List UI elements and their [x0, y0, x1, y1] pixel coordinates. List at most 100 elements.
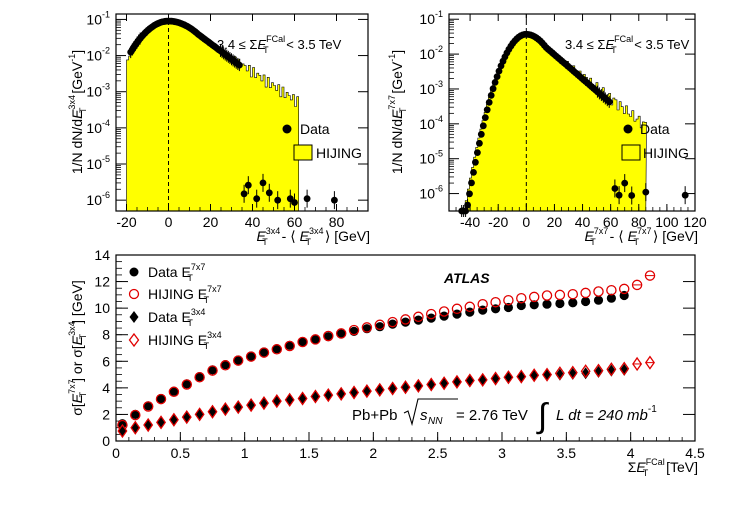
filled-diamond-point [182, 410, 191, 423]
data-point [466, 190, 473, 198]
collision-system-label: Pb+Pb [352, 407, 397, 424]
open-circle-point [631, 279, 643, 291]
top-left-legend-data-label: Data [300, 121, 330, 137]
filled-circle-point [233, 355, 243, 365]
open-diamond-point [490, 371, 501, 386]
data-point [489, 85, 497, 93]
open-circle-point [361, 322, 373, 333]
top-right-fcal-annotation: 3.4 ≤ ΣEFCal T < 3.5 TeV [565, 34, 690, 55]
open-circle-point [130, 409, 141, 421]
data-point [481, 114, 489, 121]
open-circle-point [438, 306, 450, 317]
data-point [621, 179, 629, 187]
data-point [265, 189, 273, 197]
filled-diamond-point [388, 381, 397, 394]
data-point [479, 122, 487, 130]
filled-diamond-point [568, 367, 577, 380]
bottom-legend-data-3x4-marker [129, 311, 139, 323]
x-tick-label: 60 [603, 214, 619, 230]
filled-diamond-point [491, 373, 500, 386]
top-right-legend-data-label: Data [640, 121, 670, 137]
data-point [472, 158, 479, 166]
data-point [493, 73, 501, 80]
filled-diamond-point [298, 391, 307, 404]
y-tick-label: 10 [94, 300, 110, 316]
x-tick-label: 3 [498, 445, 506, 461]
top-right-x-axis-label: E7x7 T - ⟨ E7x7 T ⟩ [GeV] [584, 226, 698, 247]
filled-diamond-point [362, 384, 372, 397]
x-tick-label: 120 [683, 214, 707, 230]
filled-circle-point [503, 302, 513, 313]
open-diamond-point [593, 363, 604, 378]
data-point [495, 67, 503, 75]
filled-circle-point [272, 344, 282, 354]
atlas-label: ATLAS [443, 270, 490, 286]
open-diamond-point [156, 415, 167, 430]
data-point [628, 192, 636, 199]
y-tick-label: 10-6 [419, 184, 443, 202]
open-diamond-point [117, 423, 128, 439]
hijing-histogram [458, 34, 647, 212]
data-point [483, 106, 491, 114]
filled-diamond-point [414, 379, 423, 392]
data-point [331, 196, 338, 204]
data-point [642, 188, 650, 196]
filled-circle-point [207, 365, 218, 375]
y-tick-label: 10-3 [419, 79, 443, 97]
open-diamond-point [297, 391, 308, 406]
top-right-legend-hijing-label: HIJING [643, 145, 689, 161]
filled-circle-point [220, 360, 230, 370]
x-tick-label: -40 [460, 214, 480, 230]
open-diamond-point [323, 388, 334, 403]
open-circle-point [284, 340, 295, 352]
filled-diamond-point [169, 413, 179, 426]
open-circle-point [593, 286, 604, 297]
filled-diamond-point [581, 367, 590, 380]
x-tick-label: 0 [522, 214, 530, 230]
open-circle-point [541, 290, 553, 301]
open-circle-point [606, 284, 617, 296]
filled-circle-point [606, 293, 617, 303]
open-diamond-point [168, 412, 179, 427]
open-diamond-point [310, 389, 321, 404]
data-point [477, 130, 485, 138]
x-tick-label: 20 [547, 214, 563, 230]
open-diamond-point [181, 409, 192, 425]
data-point [476, 139, 483, 147]
filled-circle-point [555, 298, 565, 309]
open-circle-point [490, 296, 501, 308]
top-left-fcal-annotation: 3.4 ≤ ΣEFCal T < 3.5 TeV [217, 34, 342, 55]
open-circle-point [335, 328, 347, 339]
luminosity-label: L dt = 240 mb-1 [556, 404, 657, 424]
top-left-axes: -20 0 20 40 60 80 10-1 10-2 10-3 10-4 10-5 10-6 [86, 9, 369, 230]
open-diamond-point [387, 381, 398, 396]
top-right-legend-hijing-marker [621, 144, 641, 161]
filled-circle-point [542, 299, 552, 309]
filled-diamond-point [131, 421, 140, 434]
filled-circle-point [465, 307, 475, 317]
filled-circle-point [568, 298, 578, 308]
open-diamond-point [619, 361, 630, 376]
y-tick-label: 10-4 [419, 114, 443, 132]
data-point [253, 195, 261, 203]
filled-circle-point [336, 329, 346, 339]
x-tick-label: 60 [287, 214, 303, 230]
data-point [485, 99, 493, 106]
y-tick-label: 10-3 [86, 82, 110, 100]
open-diamond-point [361, 384, 372, 399]
open-circle-point [567, 288, 579, 300]
filled-diamond-point [620, 363, 629, 376]
open-circle-point [310, 334, 321, 345]
open-circle-point [168, 386, 180, 398]
open-diamond-point [439, 376, 450, 391]
top-left-x-axis-label: E3x4 T - ⟨ E3x4 T ⟩ [GeV] [256, 226, 370, 247]
open-diamond-point [554, 366, 565, 381]
filled-diamond-point [156, 415, 166, 428]
open-circle-point [528, 291, 540, 303]
filled-circle-point [413, 315, 423, 325]
filled-diamond-point [259, 396, 269, 409]
y-tick-label: 10-1 [86, 9, 110, 27]
filled-circle-point [452, 309, 462, 319]
x-tick-label: 4.5 [685, 445, 705, 461]
open-circle-point [425, 308, 437, 320]
